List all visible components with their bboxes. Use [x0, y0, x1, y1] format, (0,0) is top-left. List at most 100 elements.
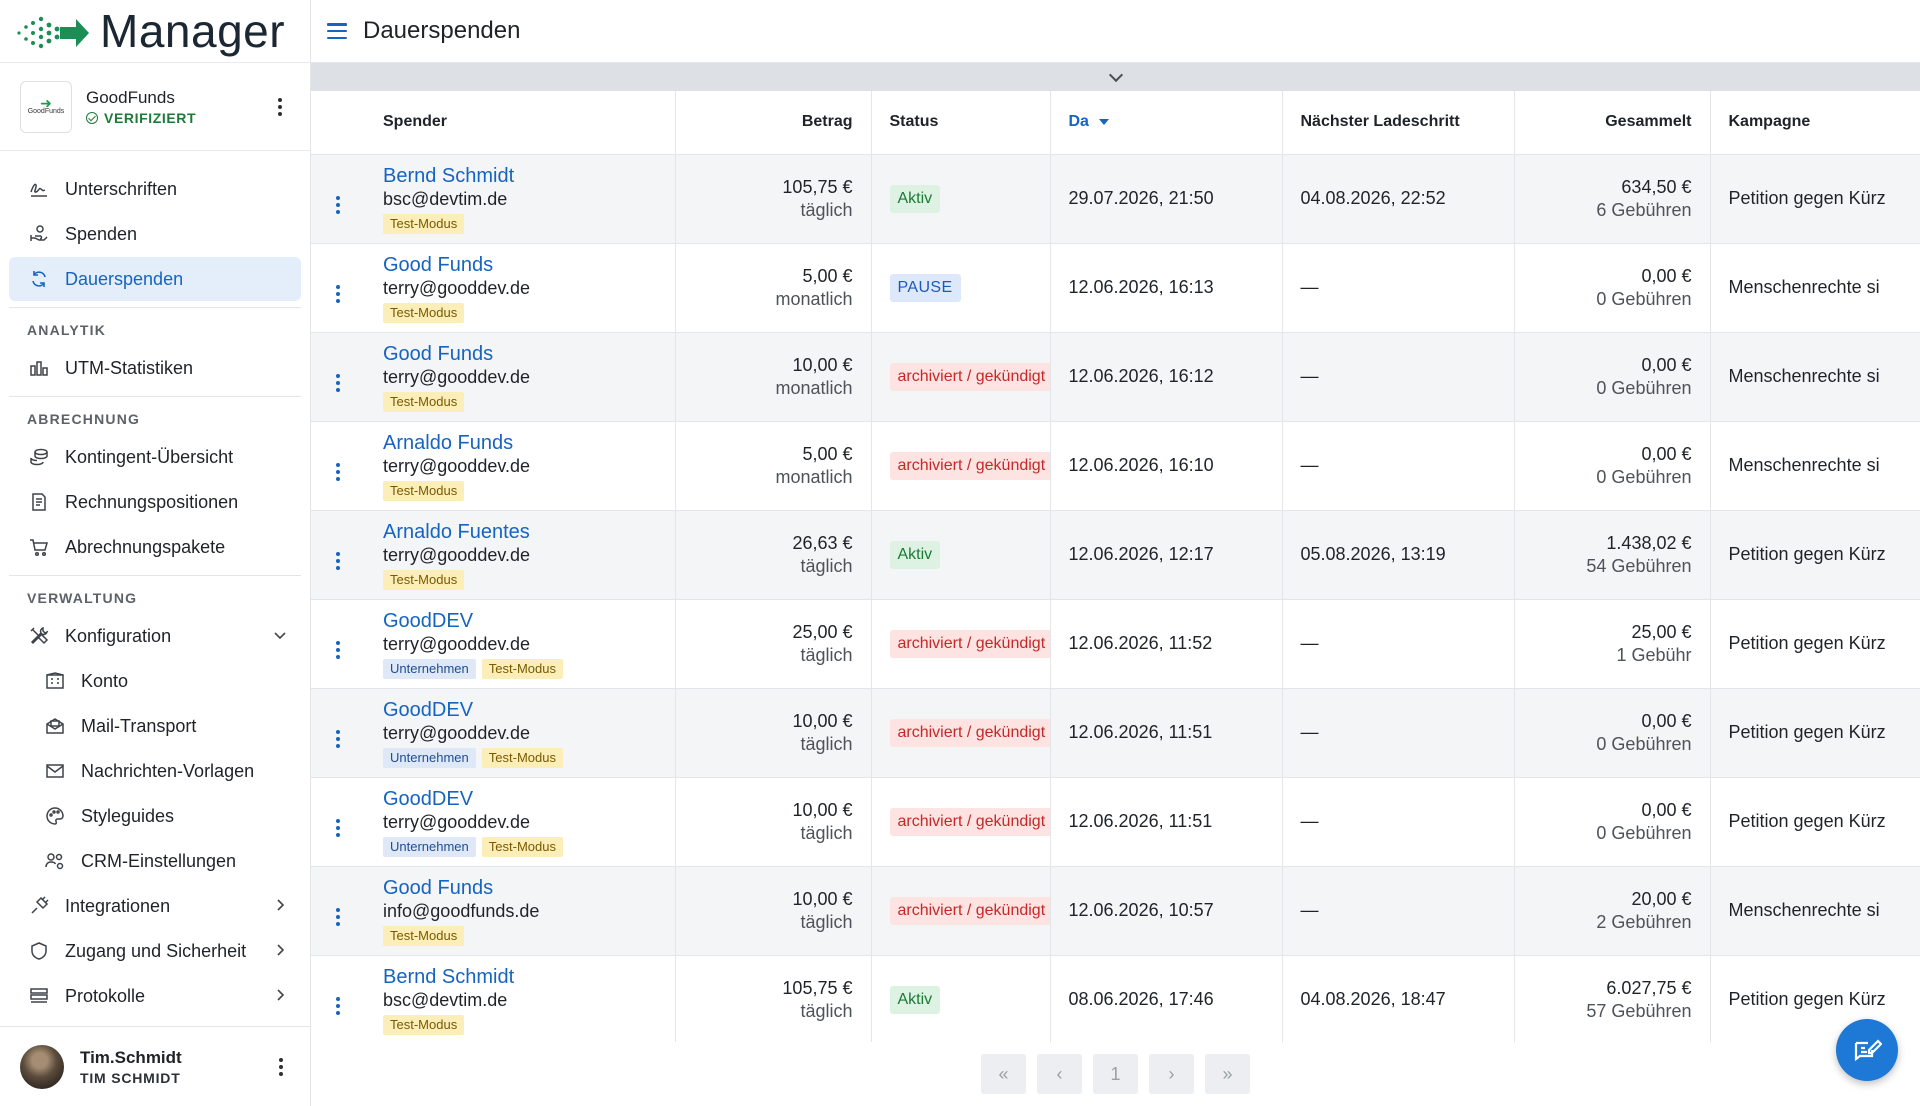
header-naechster[interactable]: Nächster Ladeschritt	[1282, 91, 1515, 155]
table-row[interactable]: Good Funds terry@gooddev.de Test-Modus 1…	[311, 332, 1920, 422]
spender-tags: Test-Modus	[383, 213, 657, 234]
header-da[interactable]: Da	[1050, 91, 1283, 155]
table-container[interactable]: Spender Betrag Status Da Nächster Ladesc…	[311, 91, 1920, 1042]
cart-icon	[29, 537, 49, 557]
spender-name-link[interactable]: Bernd Schmidt	[383, 965, 515, 988]
table-row[interactable]: Good Funds terry@gooddev.de Test-Modus 5…	[311, 243, 1920, 333]
spender-name-link[interactable]: Bernd Schmidt	[383, 164, 515, 187]
amount-value: 10,00 €	[792, 799, 853, 820]
filter-expand-toggle[interactable]	[311, 63, 1920, 91]
spender-tags: Test-Modus	[383, 569, 657, 590]
spender-name-link[interactable]: GoodDEV	[383, 698, 474, 721]
table-row[interactable]: Bernd Schmidt bsc@devtim.de Test-Modus 1…	[311, 955, 1920, 1042]
collected-fees: 1 Gebühr	[1616, 644, 1692, 665]
sidebar-item-label: CRM-Einstellungen	[81, 850, 237, 871]
last-page-button[interactable]: »	[1205, 1054, 1250, 1094]
table-row[interactable]: Good Funds info@goodfunds.de Test-Modus …	[311, 866, 1920, 956]
spender-tags: Test-Modus	[383, 925, 657, 946]
table-row[interactable]: GoodDEV terry@gooddev.de Unternehmen Test…	[311, 599, 1920, 689]
header-gesammelt[interactable]: Gesammelt	[1514, 91, 1711, 155]
sidebar-item-konto[interactable]: Konto	[9, 659, 301, 703]
row-actions-button[interactable]	[336, 551, 340, 570]
sidebar-item-label: Zugang und Sicherheit	[65, 940, 247, 961]
org-switcher[interactable]: ➜ GoodFunds GoodFunds VERIFIZIERT	[0, 63, 310, 151]
spender-name-link[interactable]: Good Funds	[383, 342, 494, 365]
next-charge-cell: —	[1282, 777, 1515, 867]
row-actions-button[interactable]	[336, 195, 340, 214]
date-cell: 08.06.2026, 17:46	[1050, 955, 1283, 1042]
sidebar-item-spenden[interactable]: Spenden	[9, 212, 301, 256]
row-actions-button[interactable]	[336, 640, 340, 659]
sidebar-item-styleguides[interactable]: Styleguides	[9, 794, 301, 838]
sidebar-item-kontingent[interactable]: Kontingent-Übersicht	[9, 435, 301, 479]
spender-name-link[interactable]: Good Funds	[383, 253, 494, 276]
page-number-button[interactable]: 1	[1093, 1054, 1138, 1094]
sidebar-item-unterschriften[interactable]: Unterschriften	[9, 167, 301, 211]
first-page-button[interactable]: «	[981, 1054, 1026, 1094]
sidebar-item-nachrichten-vorlagen[interactable]: Nachrichten-Vorlagen	[9, 749, 301, 793]
collected-total: 0,00 €	[1641, 354, 1692, 375]
sidebar-item-dauerspenden[interactable]: Dauerspenden	[9, 257, 301, 301]
campaign-cell: Petition gegen Kürz	[1710, 154, 1920, 244]
spender-cell: GoodDEV terry@gooddev.de Unternehmen Test…	[365, 599, 676, 689]
spender-name-link[interactable]: GoodDEV	[383, 609, 474, 632]
table-row[interactable]: GoodDEV terry@gooddev.de Unternehmen Test…	[311, 688, 1920, 778]
collected-total: 0,00 €	[1641, 443, 1692, 464]
row-actions-button[interactable]	[336, 907, 340, 926]
refresh-icon	[29, 269, 49, 289]
header-status[interactable]: Status	[871, 91, 1051, 155]
spender-name-link[interactable]: GoodDEV	[383, 787, 474, 810]
spender-cell: GoodDEV terry@gooddev.de Unternehmen Test…	[365, 688, 676, 778]
table-row[interactable]: Arnaldo Funds terry@gooddev.de Test-Modu…	[311, 421, 1920, 511]
tag-test-mode: Test-Modus	[481, 747, 563, 768]
next-page-button[interactable]: ›	[1149, 1054, 1194, 1094]
spender-name-link[interactable]: Arnaldo Funds	[383, 431, 514, 454]
prev-page-button[interactable]: ‹	[1037, 1054, 1082, 1094]
user-menu[interactable]: Tim.Schmidt TIM SCHMIDT	[0, 1026, 311, 1106]
campaign-cell: Menschenrechte si	[1710, 866, 1920, 956]
collected-cell: 0,00 € 0 Gebühren	[1514, 243, 1711, 333]
status-badge: Aktiv	[889, 985, 941, 1014]
collected-fees: 0 Gebühren	[1596, 377, 1692, 398]
amount-cell: 5,00 € monatlich	[675, 243, 872, 333]
row-actions-button[interactable]	[336, 729, 340, 748]
table-row[interactable]: Bernd Schmidt bsc@devtim.de Test-Modus 1…	[311, 154, 1920, 244]
sidebar-item-utm-statistiken[interactable]: UTM-Statistiken	[9, 346, 301, 390]
collected-fees: 2 Gebühren	[1596, 911, 1692, 932]
menu-toggle-icon[interactable]	[327, 23, 347, 39]
sidebar-item-rechnungspositionen[interactable]: Rechnungspositionen	[9, 480, 301, 524]
user-menu-button[interactable]	[271, 1055, 291, 1079]
header-spender[interactable]: Spender	[365, 91, 676, 155]
amount-cell: 10,00 € täglich	[675, 688, 872, 778]
row-actions-button[interactable]	[336, 284, 340, 303]
feedback-fab-button[interactable]	[1836, 1019, 1898, 1081]
org-verified-status: VERIFIZIERT	[86, 110, 196, 126]
sidebar-item-protokolle[interactable]: Protokolle	[9, 974, 301, 1018]
table-row[interactable]: GoodDEV terry@gooddev.de Unternehmen Test…	[311, 777, 1920, 867]
org-menu-button[interactable]	[270, 95, 290, 119]
table-row[interactable]: Arnaldo Fuentes terry@gooddev.de Test-Mo…	[311, 510, 1920, 600]
table-header-row: Spender Betrag Status Da Nächster Ladesc…	[311, 91, 1920, 155]
sidebar-item-konfiguration[interactable]: Konfiguration	[9, 614, 301, 658]
spender-name-link[interactable]: Good Funds	[383, 876, 494, 899]
tag-test-mode: Test-Modus	[383, 569, 465, 590]
row-actions-button[interactable]	[336, 373, 340, 392]
spender-email: bsc@devtim.de	[383, 188, 508, 209]
row-actions-button[interactable]	[336, 462, 340, 481]
date-cell: 12.06.2026, 16:12	[1050, 332, 1283, 422]
sidebar-item-crm-einstellungen[interactable]: CRM-Einstellungen	[9, 839, 301, 883]
sidebar-item-zugang-sicherheit[interactable]: Zugang und Sicherheit	[9, 929, 301, 973]
collected-cell: 634,50 € 6 Gebühren	[1514, 154, 1711, 244]
palette-icon	[45, 806, 65, 826]
row-actions-button[interactable]	[336, 996, 340, 1015]
collected-cell: 6.027,75 € 57 Gebühren	[1514, 955, 1711, 1042]
header-betrag[interactable]: Betrag	[675, 91, 872, 155]
sidebar-item-abrechnungspakete[interactable]: Abrechnungspakete	[9, 525, 301, 569]
row-actions-button[interactable]	[336, 818, 340, 837]
logo-row[interactable]: Manager	[0, 0, 310, 63]
campaign-cell: Petition gegen Kürz	[1710, 688, 1920, 778]
sidebar-item-mail-transport[interactable]: Mail-Transport	[9, 704, 301, 748]
header-kampagne[interactable]: Kampagne	[1710, 91, 1920, 155]
spender-name-link[interactable]: Arnaldo Fuentes	[383, 520, 530, 543]
sidebar-item-integrationen[interactable]: Integrationen	[9, 884, 301, 928]
